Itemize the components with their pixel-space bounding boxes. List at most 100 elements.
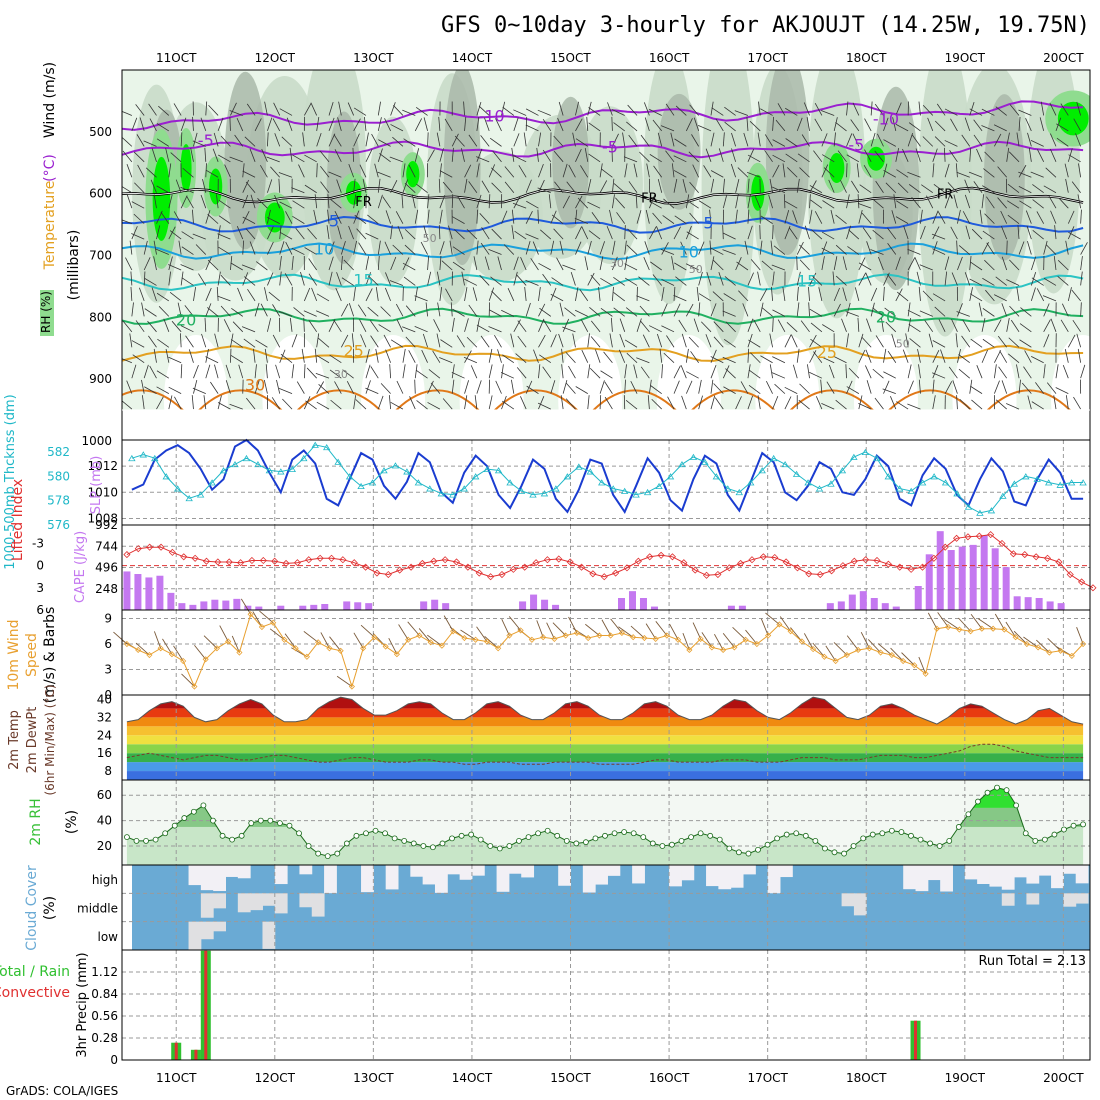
wind-barb xyxy=(495,118,502,132)
wind-barb xyxy=(722,365,730,379)
wind-barb xyxy=(809,350,817,363)
wind-barb xyxy=(893,194,897,209)
wind-barb xyxy=(833,303,841,317)
wind-speed-marker xyxy=(337,647,344,654)
wind-barb xyxy=(870,101,873,116)
wind-barb xyxy=(470,365,478,379)
wind-barb xyxy=(653,165,663,178)
wind-barb xyxy=(319,150,330,163)
pressure-tick: 500 xyxy=(89,125,112,139)
cape-bar xyxy=(123,571,131,610)
lifted-index-marker xyxy=(441,556,449,564)
wind-barb xyxy=(302,132,305,147)
wind-barb xyxy=(217,295,231,302)
wind-barb-10m xyxy=(918,656,927,674)
wind-barb xyxy=(615,197,626,209)
wind-barb xyxy=(652,212,662,224)
wind-barb-10m xyxy=(937,612,949,628)
cape-bar xyxy=(519,601,527,610)
wind-barb xyxy=(403,138,416,147)
wind-barb xyxy=(981,349,989,363)
wind-barb xyxy=(353,286,356,301)
wind-barb xyxy=(501,101,506,116)
wind-barb xyxy=(693,318,700,332)
thickness-marker xyxy=(930,473,938,480)
wind-barb xyxy=(510,333,515,348)
wind-barb xyxy=(908,184,921,194)
wind-barb xyxy=(1067,226,1075,240)
wind-barb xyxy=(872,198,884,209)
lifted-index-marker xyxy=(134,545,142,553)
cape-bar xyxy=(299,605,307,610)
wind-barb xyxy=(1080,209,1082,224)
rh-saturated-region xyxy=(406,160,420,188)
thickness-marker xyxy=(609,485,617,492)
wind-barb xyxy=(150,179,157,193)
wind-barb xyxy=(648,379,652,394)
wind-barb xyxy=(157,338,170,348)
wind-barb xyxy=(958,245,971,255)
cloud-clear-cell xyxy=(361,865,374,893)
wind-barb xyxy=(892,117,897,132)
cloud-clear-cell xyxy=(422,865,436,885)
wind-barb xyxy=(170,152,182,163)
isotherm-label: 5 xyxy=(703,213,713,232)
thickness-marker xyxy=(815,485,824,492)
wind-barb xyxy=(1073,396,1081,410)
wind-barb xyxy=(588,107,601,116)
cloud-clear-cell xyxy=(915,865,929,892)
wind-barb xyxy=(538,132,542,147)
wind-barb xyxy=(180,186,194,194)
cape-bar xyxy=(870,598,878,610)
lifted-index-marker xyxy=(805,570,813,578)
lifted-index-marker xyxy=(452,558,461,566)
wind-barb xyxy=(611,109,625,116)
rh-contour-label: 50 xyxy=(423,232,437,245)
rh-tick: 40 xyxy=(97,814,112,828)
x-tick-top: 12OCT xyxy=(255,51,296,65)
ylabel-rh: RH (%) xyxy=(39,291,53,333)
wind-barb xyxy=(814,118,823,132)
wind-barb xyxy=(427,271,432,286)
cape-bar xyxy=(1035,598,1043,610)
wind-barb xyxy=(242,272,249,286)
lifted-index-marker xyxy=(259,556,267,565)
wind-barb xyxy=(279,241,285,255)
wind-barb xyxy=(796,117,803,132)
wind-barb xyxy=(633,364,638,379)
wind-barb xyxy=(536,147,539,162)
wind-barb xyxy=(184,305,194,317)
wind-barb xyxy=(818,287,823,301)
wind-barb xyxy=(712,291,724,302)
wind-barb xyxy=(736,261,749,271)
wind-speed-marker xyxy=(348,683,355,690)
rh-marker xyxy=(898,829,905,835)
wind-barb xyxy=(624,263,638,271)
wind-barb xyxy=(402,364,406,379)
cape-bar xyxy=(189,604,197,610)
wind-barb xyxy=(1064,163,1069,178)
wind-barb xyxy=(353,395,357,410)
wind-barb xyxy=(613,122,625,132)
wind-barb xyxy=(143,140,157,147)
isotherm-label: 20 xyxy=(876,307,896,326)
wind-barb xyxy=(414,325,428,333)
wind-barb xyxy=(513,155,527,163)
wind-barb xyxy=(476,148,483,162)
wind-barb xyxy=(575,386,588,394)
wind-barb xyxy=(765,380,773,394)
precip-convective-bar xyxy=(174,1042,178,1060)
rh-dry-region xyxy=(558,335,623,410)
wind-barb xyxy=(562,195,570,209)
ylabel-temperature: Temperature xyxy=(42,181,58,271)
wind-barb xyxy=(1076,333,1082,348)
wind-speed-marker xyxy=(1035,644,1042,651)
wind-barb xyxy=(638,276,650,286)
wind-barb xyxy=(365,387,379,395)
wind-barb xyxy=(230,333,234,348)
wind-barb xyxy=(940,349,946,363)
wind-barb xyxy=(1064,348,1069,363)
wind-barb xyxy=(144,308,157,317)
wind-speed-marker xyxy=(821,653,828,660)
